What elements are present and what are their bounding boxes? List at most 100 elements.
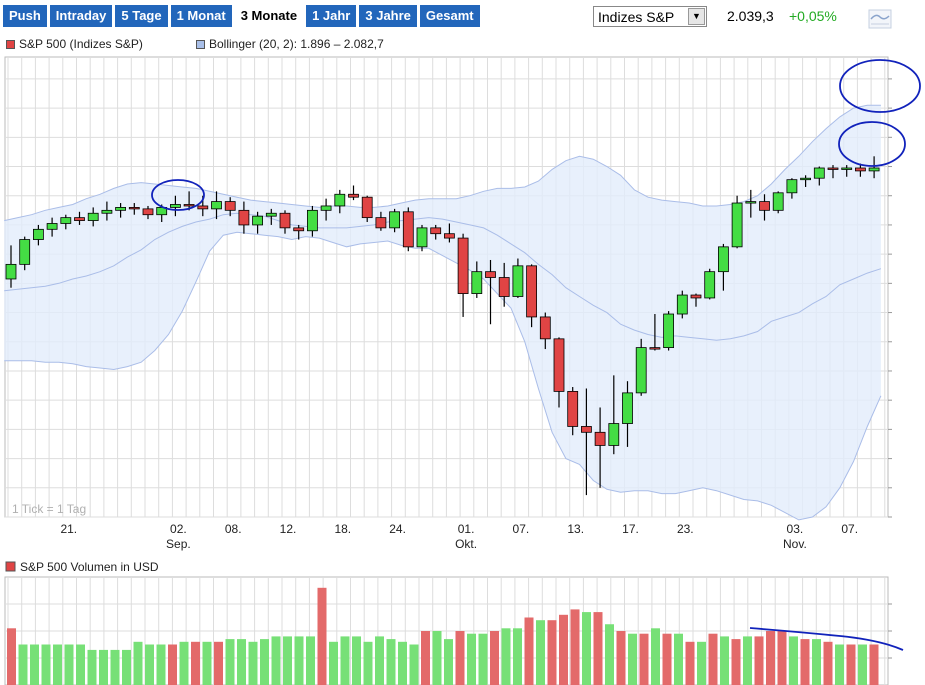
- candle-body: [759, 201, 770, 211]
- candle-body: [841, 167, 853, 170]
- index-select[interactable]: Indizes S&P ▼: [593, 6, 707, 27]
- candle: [74, 211, 85, 225]
- x-tick-label: 12.: [280, 522, 297, 536]
- tab-intraday[interactable]: Intraday: [49, 5, 113, 27]
- candle-body: [813, 167, 825, 179]
- candle: [402, 207, 414, 252]
- candle: [142, 205, 154, 220]
- candle-body: [745, 201, 757, 204]
- x-tick-label: 08.: [225, 522, 242, 536]
- volume-bar: [191, 641, 200, 685]
- candle-body: [868, 167, 880, 172]
- volume-bar: [7, 628, 16, 685]
- volume-bar: [99, 649, 108, 685]
- volume-bar: [547, 620, 557, 685]
- candle-body: [690, 294, 702, 299]
- volume-bar: [858, 644, 867, 685]
- candle-body: [334, 193, 346, 207]
- candle: [676, 290, 688, 319]
- volume-bar: [168, 644, 177, 685]
- candle-body: [498, 277, 510, 297]
- volume-bar: [317, 587, 327, 685]
- tab-1-jahr[interactable]: 1 Jahr: [306, 5, 357, 27]
- tick-note: 1 Tick = 1 Tag: [12, 502, 86, 516]
- candle: [608, 375, 620, 455]
- candle: [334, 189, 346, 214]
- candle-body: [485, 271, 496, 278]
- candle: [375, 211, 387, 231]
- volume-bar: [76, 644, 85, 685]
- candle-body: [293, 227, 305, 232]
- candle-body: [252, 215, 264, 226]
- candle-body: [33, 228, 44, 240]
- candle-body: [224, 201, 236, 211]
- candle: [183, 191, 195, 211]
- volume-bar: [421, 631, 430, 685]
- candle: [649, 314, 661, 351]
- candle-body: [430, 227, 442, 235]
- candle: [279, 210, 291, 234]
- volume-bar: [478, 633, 488, 685]
- volume-bar: [846, 644, 856, 685]
- candle-body: [827, 167, 839, 170]
- candle-body: [457, 237, 469, 294]
- volume-bar: [559, 614, 568, 685]
- x-tick-label: 17.: [622, 522, 639, 536]
- tab-3-jahre[interactable]: 3 Jahre: [359, 5, 417, 27]
- chevron-down-icon[interactable]: ▼: [688, 8, 705, 25]
- index-select-value: Indizes S&P: [598, 9, 675, 25]
- volume-bar: [628, 633, 637, 685]
- candle-body: [128, 207, 140, 210]
- volume-bar: [87, 649, 97, 685]
- annotation-circle: [838, 121, 906, 167]
- candle-body: [676, 294, 688, 315]
- x-tick-label: 01.: [458, 522, 475, 536]
- annotation-circle: [839, 59, 921, 113]
- chart-settings-icon[interactable]: [868, 9, 892, 29]
- x-tick-label: 02.: [170, 522, 187, 536]
- tab-1-monat[interactable]: 1 Monat: [170, 5, 232, 27]
- candle-body: [74, 217, 85, 221]
- volume-bar: [467, 633, 476, 685]
- candle: [46, 217, 58, 237]
- tab-3-monate[interactable]: 3 Monate: [234, 5, 304, 27]
- legend-sp500: S&P 500 (Indizes S&P): [6, 37, 143, 51]
- volume-bar: [432, 631, 442, 685]
- candle-body: [402, 211, 414, 248]
- x-tick-sublabel: Sep.: [166, 537, 191, 551]
- price-change: +0,05%: [789, 8, 837, 24]
- volume-bar: [766, 631, 775, 685]
- volume-bar: [179, 641, 189, 685]
- candle-body: [704, 271, 716, 299]
- candle: [622, 381, 633, 447]
- legend-label-bollinger: Bollinger (20, 2): 1.896 – 2.082,7: [209, 37, 384, 51]
- volume-bar: [237, 639, 246, 685]
- volume-bar: [490, 631, 499, 685]
- volume-bar: [214, 641, 223, 685]
- volume-bar: [41, 644, 51, 685]
- candle: [348, 185, 359, 201]
- tab-gesamt[interactable]: Gesamt: [419, 5, 480, 27]
- candle: [539, 312, 551, 350]
- volume-bar: [789, 636, 798, 685]
- volume-bar: [340, 636, 350, 685]
- candle: [211, 191, 222, 220]
- volume-bar: [202, 641, 212, 685]
- volume-bar: [685, 641, 695, 685]
- volume-bar: [18, 644, 28, 685]
- candle: [169, 195, 181, 217]
- candle-body: [622, 392, 633, 424]
- candle-body: [539, 316, 551, 340]
- tab-push[interactable]: Push: [3, 5, 47, 27]
- volume-bar: [64, 644, 74, 685]
- volume-bar: [225, 639, 235, 685]
- candle-body: [348, 193, 359, 198]
- x-tick-label: 24.: [389, 522, 406, 536]
- candle: [485, 259, 496, 325]
- x-tick-sublabel: Nov.: [783, 537, 807, 551]
- candle-body: [320, 205, 332, 211]
- candle-body: [635, 347, 647, 394]
- candle-body: [389, 211, 401, 229]
- volume-bar: [812, 639, 821, 685]
- tab-5-tage[interactable]: 5 Tage: [115, 5, 168, 27]
